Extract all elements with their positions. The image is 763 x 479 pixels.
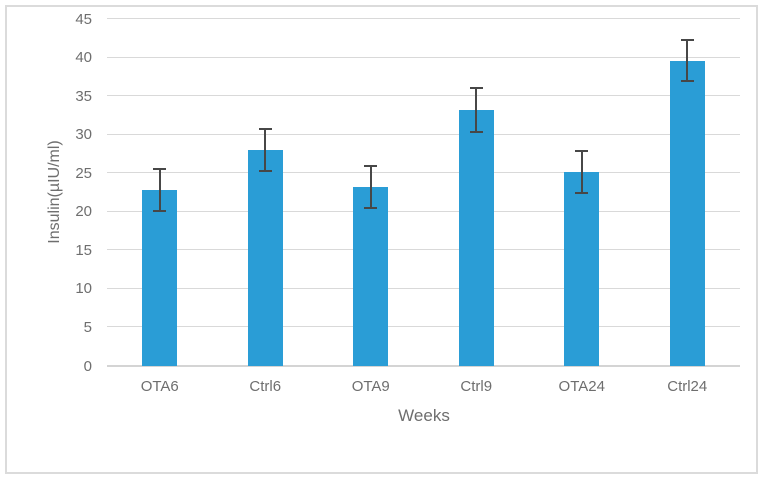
- gridline: [107, 172, 740, 174]
- y-tick-label: 45: [75, 10, 92, 28]
- bar-ctrl9: [458, 110, 494, 366]
- y-tick-label: 20: [75, 203, 92, 221]
- x-axis-line: [107, 365, 740, 367]
- x-tick-label: Ctrl24: [667, 378, 708, 395]
- bar-ota9: [353, 187, 389, 366]
- bar-ctrl24: [669, 60, 705, 366]
- gridline: [107, 249, 740, 251]
- error-bar-line: [580, 150, 583, 193]
- error-bar-line: [686, 39, 689, 82]
- error-bar-cap: [258, 128, 272, 131]
- y-tick-label: 5: [83, 318, 92, 336]
- gridline: [107, 18, 740, 19]
- error-bar-cap: [680, 38, 694, 41]
- gridline: [107, 133, 740, 135]
- error-bar-line: [475, 88, 478, 132]
- gridline: [107, 56, 740, 58]
- bar-ota6: [142, 190, 178, 366]
- plot-area: [107, 18, 740, 367]
- error-bar-cap: [575, 149, 589, 152]
- gridline: [107, 210, 740, 212]
- gridline: [107, 95, 740, 97]
- x-tick-label: Ctrl9: [460, 378, 493, 395]
- error-bar-cap: [469, 130, 483, 133]
- y-tick-label: 35: [75, 87, 92, 105]
- x-tick-label: OTA6: [140, 378, 179, 395]
- gridline: [107, 287, 740, 289]
- x-axis-title: Weeks: [398, 406, 450, 425]
- bar-ota24: [564, 171, 600, 366]
- error-bar-cap: [575, 191, 589, 194]
- y-tick-label: 0: [83, 357, 92, 375]
- y-tick-label: 40: [75, 49, 92, 67]
- error-bar-line: [158, 169, 161, 212]
- x-tick-label: OTA24: [558, 378, 605, 395]
- error-bar-cap: [258, 169, 272, 172]
- gridline: [107, 326, 740, 328]
- y-tick-label: 25: [75, 164, 92, 182]
- error-bar-cap: [680, 80, 694, 83]
- y-tick-label: 10: [75, 280, 92, 298]
- error-bar-line: [264, 129, 267, 171]
- y-tick-label: 15: [75, 241, 92, 259]
- error-bar-cap: [153, 168, 167, 171]
- error-bar-cap: [469, 87, 483, 90]
- error-bar-cap: [364, 206, 378, 209]
- error-bar-cap: [364, 165, 378, 168]
- bar-ctrl6: [247, 150, 283, 366]
- y-axis-title: Insulin(µIU/ml): [46, 140, 63, 244]
- error-bar-cap: [153, 210, 167, 213]
- x-tick-label: Ctrl6: [249, 378, 282, 395]
- y-tick-label: 30: [75, 126, 92, 144]
- x-tick-label: OTA9: [351, 378, 390, 395]
- error-bar-line: [369, 166, 372, 208]
